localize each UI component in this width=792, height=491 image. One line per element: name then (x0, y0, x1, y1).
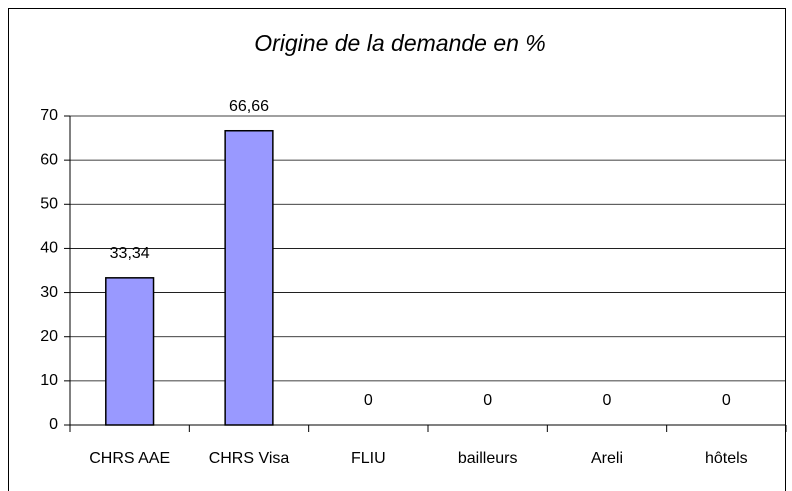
y-tick-label: 20 (40, 328, 58, 345)
bar (224, 129, 274, 426)
data-label: 0 (364, 392, 373, 409)
x-tick-label: hôtels (705, 450, 748, 467)
x-tick-label: FLIU (351, 450, 386, 467)
y-tick-label: 40 (40, 240, 58, 257)
chart-title: Origine de la demande en % (254, 30, 546, 56)
data-label: 0 (603, 392, 612, 409)
data-label: 66,66 (229, 98, 269, 115)
data-label: 33,34 (110, 245, 150, 262)
y-tick-label: 70 (40, 107, 58, 124)
data-label: 0 (722, 392, 731, 409)
y-tick-label: 10 (40, 372, 58, 389)
y-tick-label: 30 (40, 284, 58, 301)
x-tick-label: bailleurs (458, 450, 518, 467)
y-tick-label: 0 (49, 416, 58, 433)
x-tick-label: CHRS AAE (89, 450, 170, 467)
bar (105, 277, 155, 426)
data-label: 0 (483, 392, 492, 409)
x-tick-label: CHRS Visa (209, 450, 290, 467)
y-tick-label: 60 (40, 151, 58, 168)
x-tick-label: Areli (591, 450, 623, 467)
y-tick-label: 50 (40, 196, 58, 213)
